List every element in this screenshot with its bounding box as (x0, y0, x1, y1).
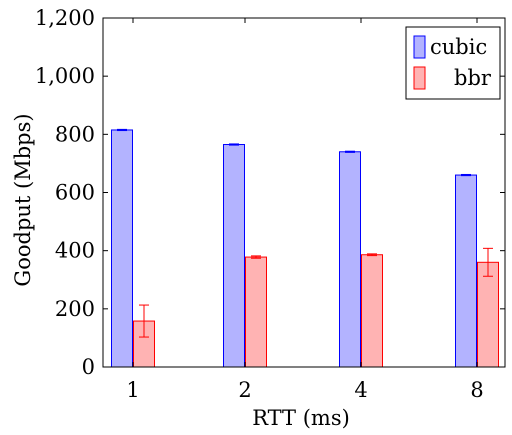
y-tick-label: 600 (55, 181, 95, 205)
bar-cubic-8 (455, 174, 477, 368)
bar-bbr-8 (477, 261, 499, 368)
error-bar-cubic-1 (117, 128, 127, 132)
y-tick-label: 1,200 (35, 6, 95, 30)
error-bar-bbr-4 (367, 253, 377, 257)
bar-bbr-2 (245, 256, 267, 368)
y-tick-label: 800 (55, 122, 95, 146)
x-tick-label: 4 (354, 378, 367, 402)
bar-cubic-4 (339, 151, 361, 368)
y-tick-label: 0 (82, 355, 95, 379)
error-bar-cubic-8 (461, 173, 471, 177)
error-bar-bbr-2 (251, 255, 261, 259)
y-tick-label: 200 (55, 297, 95, 321)
bar-cubic-2 (223, 144, 245, 368)
x-tick-label: 1 (126, 378, 139, 402)
x-tick-label: 8 (470, 378, 483, 402)
x-axis-title: RTT (ms) (252, 406, 350, 430)
legend-label-cubic: cubic (430, 35, 487, 59)
error-bar-bbr-1 (139, 304, 149, 338)
y-tick-label: 400 (55, 239, 95, 263)
error-bar-cubic-4 (345, 150, 355, 153)
chart-marks (111, 128, 499, 368)
error-bar-bbr-8 (483, 247, 493, 277)
bar-bbr-4 (361, 254, 383, 368)
legend-swatch-bbr (413, 66, 426, 90)
x-tick-label: 2 (238, 378, 251, 402)
bar-cubic-1 (111, 129, 133, 368)
legend-label-bbr: bbr (454, 66, 492, 90)
legend: cubic bbr (405, 26, 501, 100)
y-axis-title: Goodput (Mbps) (11, 113, 35, 286)
legend-swatch-cubic (413, 35, 426, 59)
chart-axes: 0 200 400 600 800 1,000 1,200 1 2 4 8 (35, 6, 506, 402)
error-bar-cubic-2 (229, 143, 239, 146)
y-tick-label: 1,000 (35, 64, 95, 88)
